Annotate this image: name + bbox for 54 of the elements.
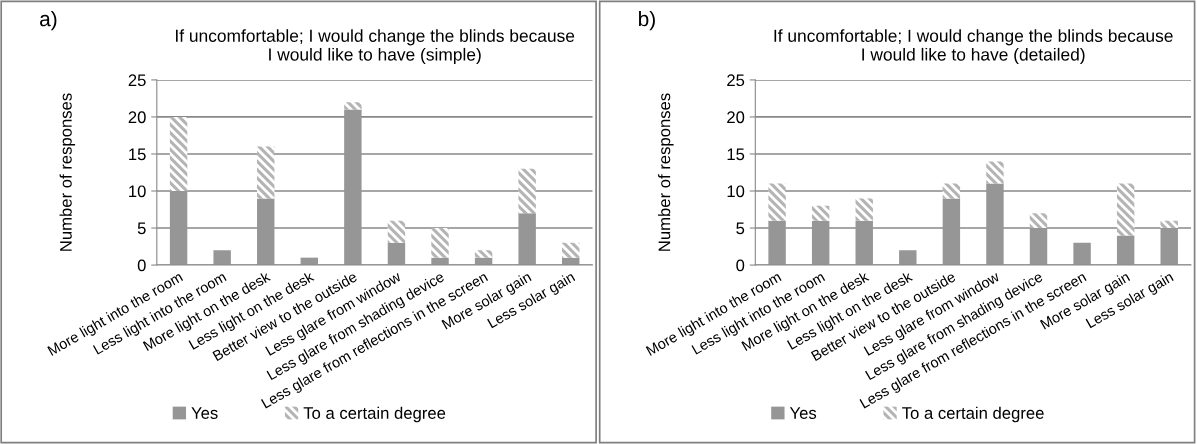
bar — [344, 109, 362, 266]
bar — [1116, 183, 1135, 236]
bar — [986, 161, 1004, 184]
bar — [1116, 235, 1135, 266]
chart-title: If uncomfortable; I would change the blinds because I would like to have (detailed) — [774, 29, 1173, 65]
y-tick-label: 20 — [727, 111, 745, 124]
bar — [986, 183, 1004, 266]
bar — [387, 242, 406, 266]
y-tick-label: 5 — [736, 222, 745, 235]
bar — [1160, 228, 1178, 266]
bar — [169, 116, 188, 192]
bar — [431, 228, 449, 258]
bar — [855, 198, 873, 221]
bar — [344, 102, 362, 110]
bar — [855, 220, 873, 266]
legend-label: Yes — [191, 407, 218, 419]
chart-title: If uncomfortable; I would change the blinds because I would like to have (simple) — [176, 29, 575, 65]
y-tick-label: 15 — [129, 148, 146, 161]
legend-label: To a certain degree — [303, 406, 446, 423]
bar — [518, 213, 536, 266]
y-tick-label: 10 — [129, 185, 146, 198]
bar — [899, 250, 917, 266]
bar — [387, 220, 406, 243]
bar — [942, 198, 961, 266]
y-tick-label: 25 — [727, 74, 745, 87]
y-tick-label: 15 — [727, 148, 745, 161]
y-tick-label: 0 — [137, 259, 146, 272]
text: b) — [639, 10, 655, 31]
bar — [518, 168, 536, 214]
y-axis-title: Number of responses — [658, 93, 674, 251]
legend-label: Yes — [789, 407, 817, 419]
bar — [1029, 228, 1048, 266]
bar — [811, 220, 830, 266]
bar — [811, 205, 830, 221]
bar — [562, 242, 580, 258]
legend-label: To a certain degree — [902, 406, 1044, 423]
bar — [1160, 220, 1178, 229]
bar — [257, 146, 275, 199]
y-axis-title: Number of responses — [59, 93, 76, 251]
bar — [257, 198, 275, 266]
bar — [768, 183, 786, 221]
text: a) — [40, 10, 57, 31]
bar — [1029, 213, 1048, 229]
bar — [474, 250, 493, 258]
bar — [1073, 242, 1091, 266]
y-tick-label: 20 — [128, 111, 146, 124]
y-tick-label: 25 — [128, 74, 146, 87]
bar — [768, 220, 786, 266]
bar — [213, 250, 231, 266]
bar — [942, 183, 961, 199]
bar — [169, 191, 188, 266]
y-tick-label: 10 — [727, 185, 745, 198]
y-tick-label: 0 — [736, 259, 745, 272]
y-tick-label: 5 — [137, 222, 146, 235]
